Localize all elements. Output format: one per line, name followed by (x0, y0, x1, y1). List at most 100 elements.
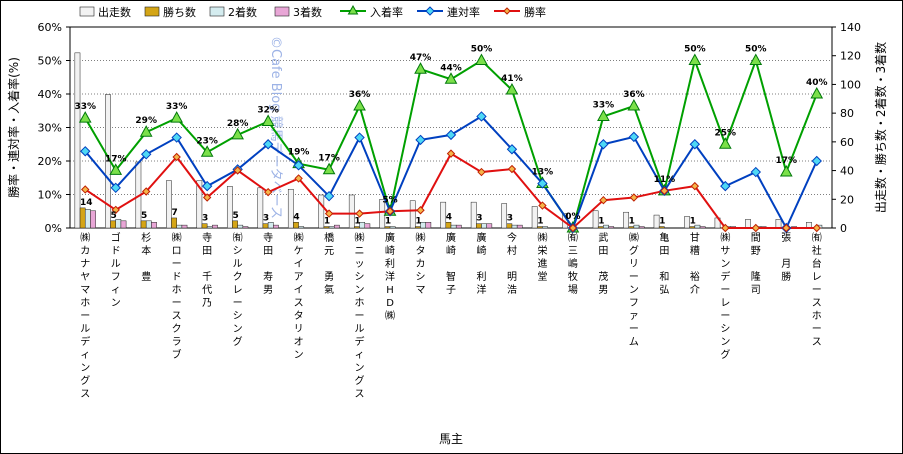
bar-1-0 (74, 52, 81, 229)
bar-2-10 (384, 226, 391, 229)
category-char: 豊 (141, 270, 151, 283)
bar-2-13 (476, 223, 482, 229)
win-count-label: 1 (690, 217, 696, 227)
bar-3-2 (145, 220, 152, 229)
win-count-label: 1 (537, 217, 543, 227)
category-char: 洋 (385, 270, 395, 283)
legend-swatch-bar-4 (274, 6, 290, 17)
category-char: ー (720, 285, 730, 296)
category-label-2: 杉本豊 (141, 231, 151, 283)
category-char: 村 (507, 244, 517, 257)
watermark-text: ©Cafe Blog 競馬データベース (268, 36, 284, 219)
category-char: ス (172, 311, 182, 322)
rate-data-label: 44% (440, 63, 462, 73)
category-char: 月 (781, 258, 791, 270)
marker-3-23 (782, 223, 791, 233)
bar-4-1 (120, 220, 127, 229)
y-right-tick-label: 80 (840, 107, 854, 120)
category-char: ン (720, 337, 730, 348)
bar-1-8 (318, 194, 325, 229)
win-count-label: 1 (385, 217, 391, 227)
rate-data-label: 17% (105, 154, 127, 164)
marker-3-6 (263, 187, 273, 197)
category-char: ド (111, 246, 121, 257)
category-char: ㈱ (294, 232, 304, 244)
category-char: 甘 (690, 231, 700, 244)
marker-1-12 (444, 72, 458, 84)
y-right-tick-label: 40 (840, 165, 854, 178)
category-char: 茂 (598, 270, 608, 283)
marker-3-17 (599, 195, 608, 205)
rate-data-label: 5% (382, 195, 397, 205)
marker-3-1 (111, 205, 120, 215)
category-char: 三 (568, 246, 578, 257)
y-axis-right-title: 出走数・勝ち数・2着数・3着数 (873, 42, 888, 213)
category-char: ー (629, 272, 639, 283)
marker-1-17 (597, 109, 610, 121)
marker-1-24 (810, 86, 824, 99)
category-char: ン (355, 285, 365, 296)
category-char: ル (111, 259, 121, 270)
category-char: グ (80, 374, 90, 387)
category-char: ㈱ (537, 232, 547, 244)
category-char: 寺 (202, 232, 212, 244)
category-char: ィ (80, 350, 90, 361)
marker-3-7 (294, 174, 303, 183)
category-char: ー (720, 311, 730, 322)
marker-1-2 (139, 125, 153, 137)
marker-2-13 (476, 111, 487, 122)
bar-2-1 (110, 220, 116, 229)
category-char: ン (294, 350, 304, 361)
category-char: 堂 (537, 271, 547, 283)
category-char: 廣 (476, 231, 486, 244)
bar-1-19 (653, 214, 660, 229)
win-count-label: 1 (415, 217, 421, 227)
category-char: 牧 (568, 270, 578, 283)
bar-1-5 (226, 186, 233, 229)
legend-label-line-3: 勝率 (524, 5, 546, 19)
bar-1-18 (623, 211, 629, 229)
category-char: ィ (355, 350, 365, 361)
category-char: レ (233, 285, 243, 296)
rate-data-label: 33% (74, 102, 96, 112)
marker-1-23 (779, 165, 793, 177)
lines (78, 53, 824, 234)
category-char: ー (233, 298, 243, 309)
legend-label-bar-1: 出走数 (98, 5, 131, 19)
category-char: 男 (263, 284, 273, 296)
bar-1-13 (470, 201, 477, 229)
y-left-tick-label: 40% (38, 88, 62, 101)
rate-data-label: 11% (654, 175, 676, 185)
category-char: 利 (476, 271, 486, 283)
category-char: 亀 (659, 231, 669, 244)
win-count-label: 4 (293, 212, 299, 222)
category-char: ㈲ (233, 232, 243, 244)
legend-label-bar-4: 3着数 (293, 5, 322, 19)
category-char: ー (629, 324, 639, 335)
category-char: 社 (812, 244, 822, 257)
category-char: ㈱ (720, 232, 730, 244)
category-char: ㈱ (80, 232, 90, 244)
marker-3-12 (446, 149, 456, 158)
category-char: ス (80, 389, 90, 400)
marker-2-4 (201, 180, 213, 192)
bar-3-10 (389, 226, 396, 229)
win-count-label: 4 (446, 212, 452, 222)
win-count-label: 14 (80, 198, 93, 208)
category-char: ン (233, 324, 243, 335)
rate-data-label: 17% (318, 154, 340, 164)
marker-3-11 (416, 206, 425, 215)
marker-2-18 (628, 131, 640, 143)
marker-2-6 (262, 139, 274, 150)
win-count-label: 3 (202, 214, 208, 224)
category-char: グ (355, 374, 365, 387)
category-char: カ (80, 245, 90, 257)
win-count-label: 5 (111, 211, 117, 221)
bar-3-14 (511, 224, 518, 229)
bar-1-23 (775, 219, 782, 229)
rate-data-label: 0% (565, 212, 580, 222)
marker-3-2 (141, 187, 151, 196)
marker-3-21 (721, 223, 730, 233)
